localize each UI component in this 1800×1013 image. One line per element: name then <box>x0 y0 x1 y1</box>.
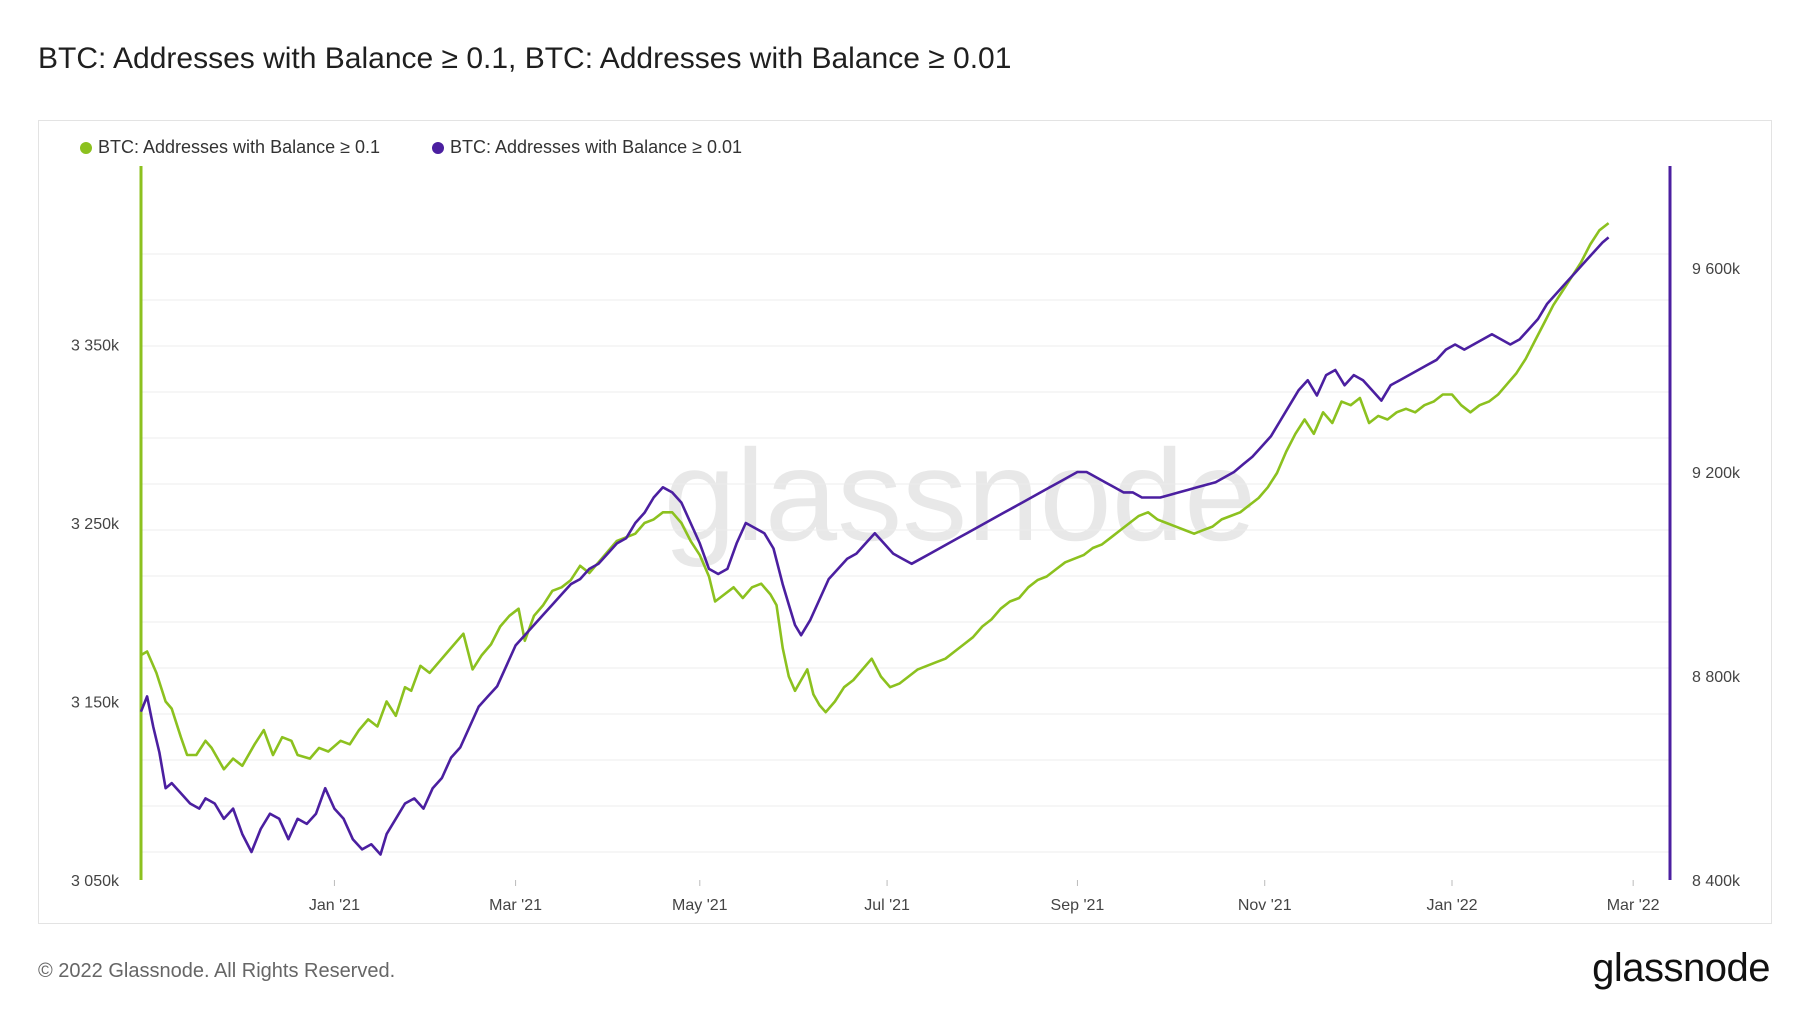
watermark: glassnode <box>664 422 1257 568</box>
x-tick-label: Mar '22 <box>1607 897 1660 914</box>
right-tick-label: 9 600k <box>1692 261 1741 278</box>
x-tick-label: Jan '22 <box>1426 897 1477 914</box>
x-tick-label: Sep '21 <box>1051 897 1105 914</box>
legend-dot-purple <box>432 141 445 154</box>
left-tick-label: 3 150k <box>71 695 120 712</box>
left-tick-label: 3 050k <box>71 873 120 890</box>
chart-frame <box>38 120 1772 924</box>
legend-item-balance-0-01[interactable]: BTC: Addresses with Balance ≥ 0.01 <box>432 137 742 158</box>
copyright-text: © 2022 Glassnode. All Rights Reserved. <box>38 960 396 982</box>
x-axis: Jan '21 Mar '21 May '21 Jul '21 Sep '21 Nov '… <box>309 880 1660 914</box>
legend-label: BTC: Addresses with Balance ≥ 0.1 <box>98 137 381 157</box>
right-tick-label: 9 200k <box>1692 465 1741 482</box>
chart-title: BTC: Addresses with Balance ≥ 0.1, BTC: … <box>38 42 1012 75</box>
series-line-balance-0-1 <box>140 222 1610 771</box>
glassnode-logo[interactable]: glassnode <box>1592 946 1770 990</box>
x-tick-label: Mar '21 <box>489 897 542 914</box>
series-line-balance-0-01 <box>139 236 1610 856</box>
legend-dot-green <box>80 141 92 154</box>
right-tick-label: 8 800k <box>1692 669 1741 686</box>
left-tick-label: 3 350k <box>71 338 120 355</box>
x-tick-label: Jan '21 <box>309 897 360 914</box>
right-axis: 8 400k 8 800k 9 200k 9 600k <box>1692 261 1741 890</box>
legend-label: BTC: Addresses with Balance ≥ 0.01 <box>450 137 743 157</box>
legend-item-balance-0-1[interactable]: BTC: Addresses with Balance ≥ 0.1 <box>80 137 380 158</box>
x-tick-label: Nov '21 <box>1238 897 1292 914</box>
right-tick-label: 8 400k <box>1692 873 1741 890</box>
left-tick-label: 3 250k <box>71 516 120 533</box>
x-tick-label: May '21 <box>672 897 728 914</box>
series-lines <box>139 222 1610 856</box>
grid-lines <box>139 166 1672 880</box>
left-axis: 3 050k 3 150k 3 250k 3 350k <box>71 338 120 891</box>
x-tick-label: Jul '21 <box>864 897 910 914</box>
legend: BTC: Addresses with Balance ≥ 0.1 BTC: A… <box>80 137 742 158</box>
